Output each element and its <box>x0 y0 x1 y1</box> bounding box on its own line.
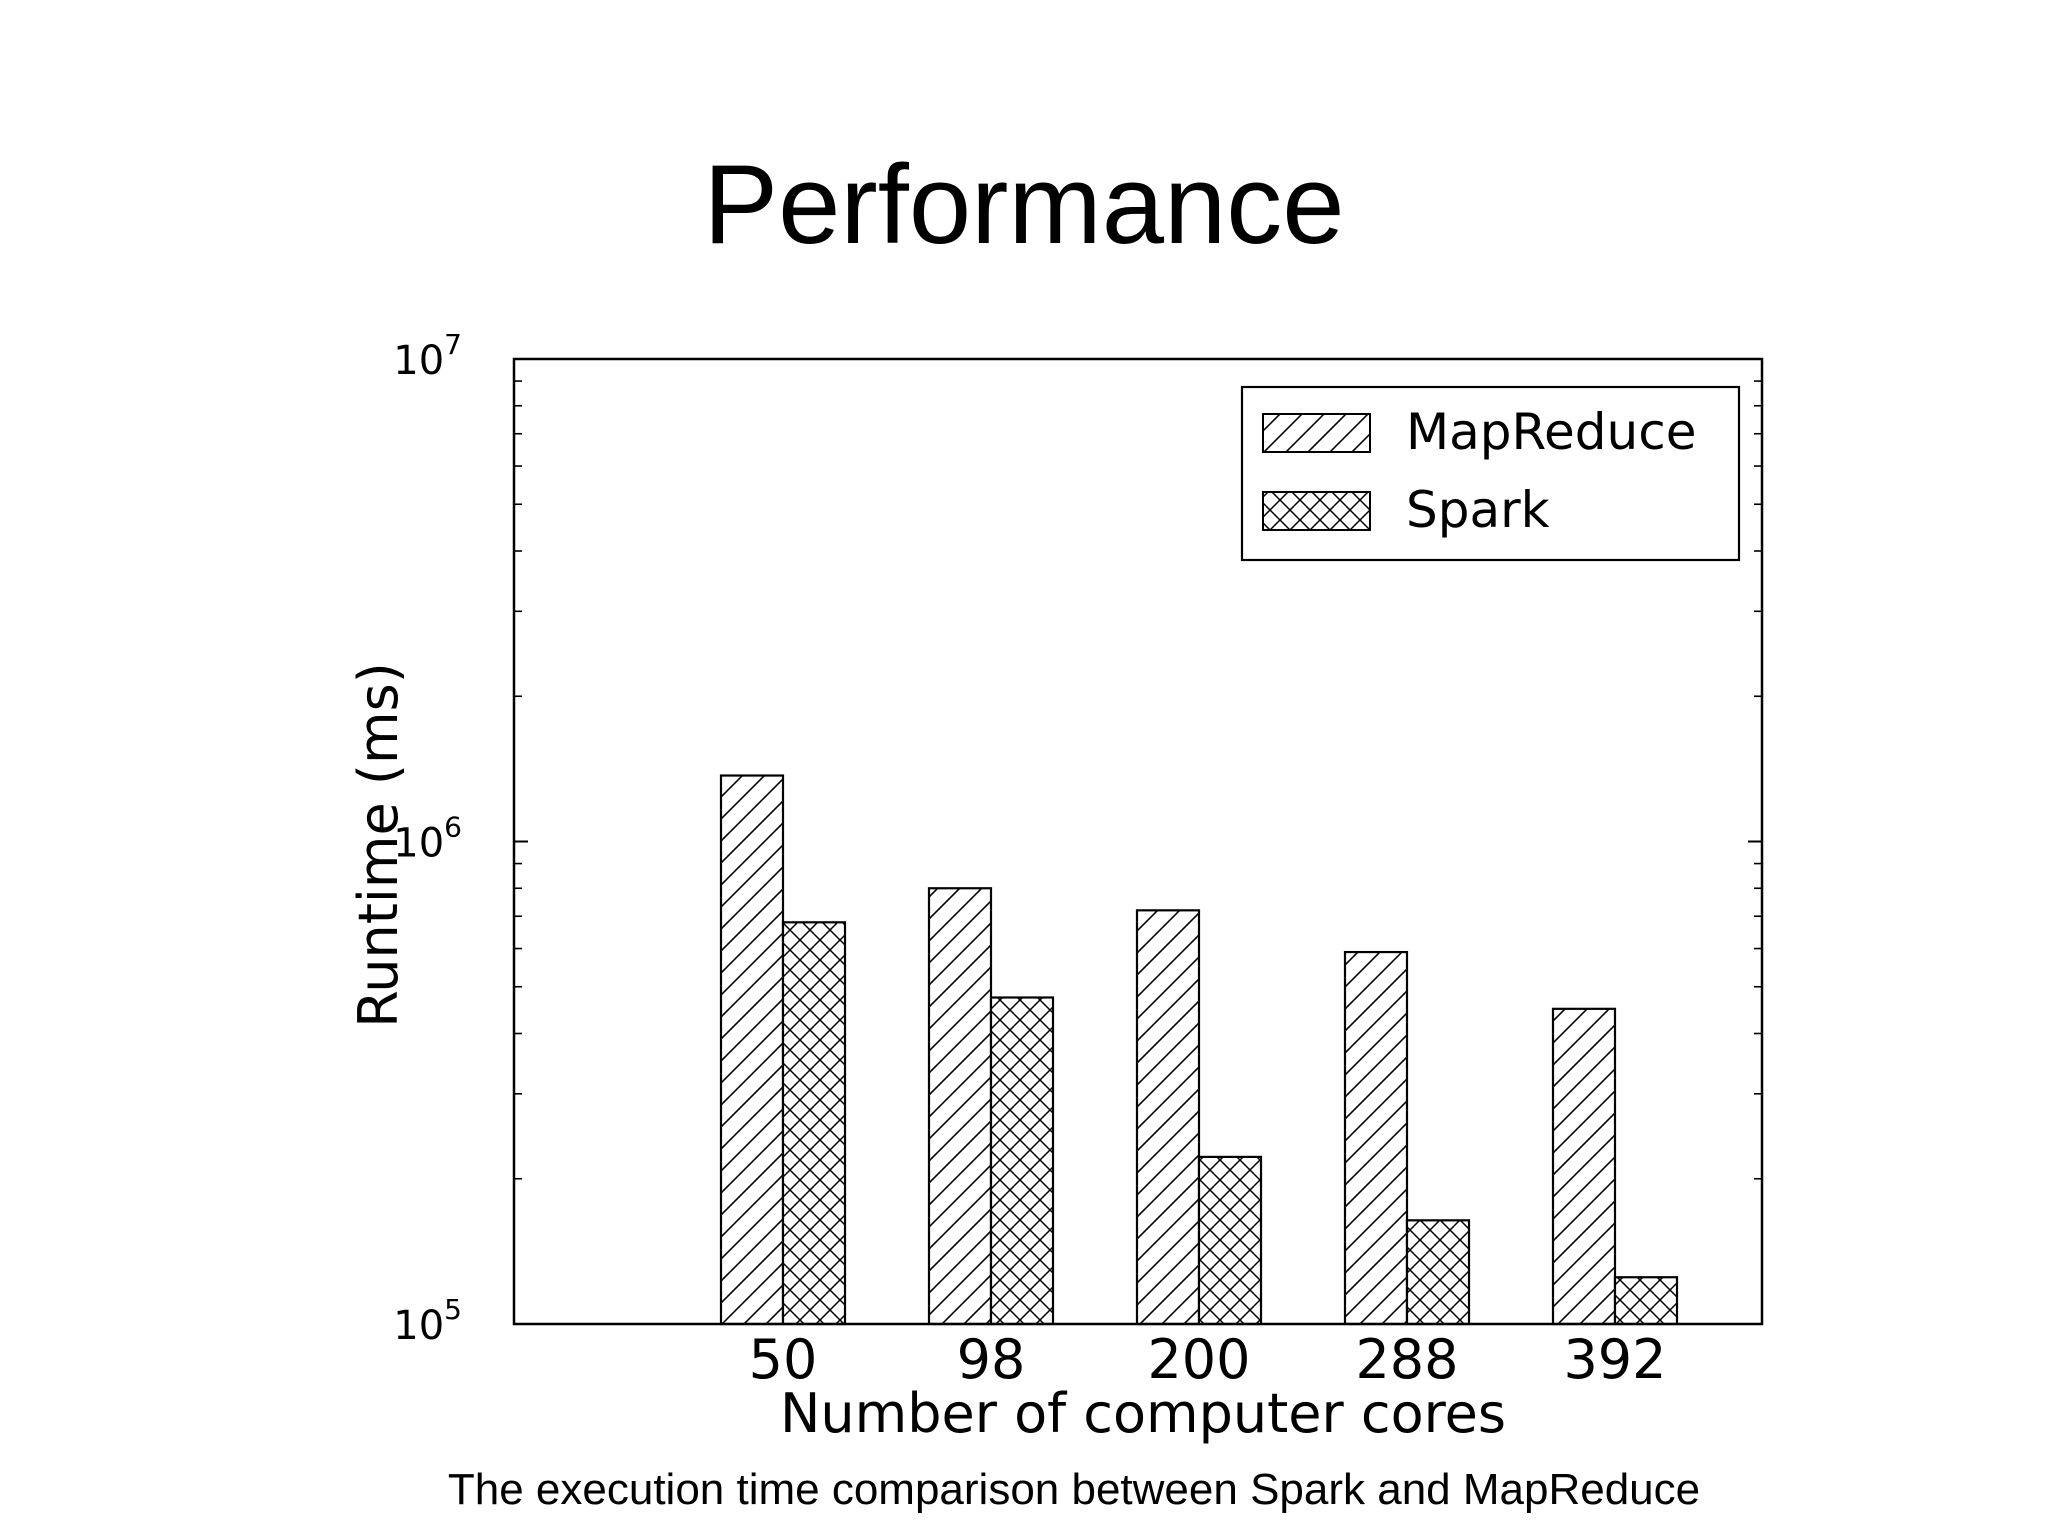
bar-mapreduce-50 <box>719 774 785 1326</box>
bar-mapreduce-98 <box>927 887 993 1326</box>
x-tick-label: 200 <box>1147 1328 1250 1391</box>
bar-spark-200 <box>1197 1155 1263 1326</box>
legend-label: MapReduce <box>1406 403 1696 461</box>
y-tick-base: 10 <box>393 338 444 384</box>
y-tick-label: 107 <box>393 328 462 384</box>
x-tick-label: 50 <box>749 1328 818 1391</box>
x-axis-label: Number of computer cores <box>780 1382 1506 1445</box>
y-tick-base: 10 <box>393 821 444 867</box>
legend-item-mapreduce: MapReduce <box>1262 403 1696 461</box>
y-tick-label: 106 <box>393 811 462 867</box>
y-axis-label: Runtime (ms) <box>347 662 410 1028</box>
bars-layer <box>719 774 1679 1326</box>
y-tick-base: 10 <box>393 1303 444 1349</box>
legend-swatch <box>1262 491 1371 531</box>
bar-spark-288 <box>1405 1219 1471 1326</box>
bar-spark-50 <box>781 921 847 1326</box>
y-tick-exponent: 6 <box>444 811 462 844</box>
y-tick-exponent: 7 <box>444 328 462 361</box>
legend: MapReduce Spark <box>1240 385 1741 562</box>
bar-spark-98 <box>989 996 1055 1326</box>
legend-label: Spark <box>1406 481 1550 539</box>
x-tick-label: 392 <box>1563 1328 1666 1391</box>
y-tick-label: 105 <box>393 1293 462 1349</box>
x-tick-label: 288 <box>1355 1328 1458 1391</box>
y-tick-exponent: 5 <box>444 1293 462 1326</box>
slide-caption: The execution time comparison between Sp… <box>447 1465 1701 1514</box>
bar-mapreduce-392 <box>1551 1007 1617 1326</box>
bar-spark-392 <box>1613 1276 1679 1326</box>
bar-mapreduce-200 <box>1135 909 1201 1326</box>
slide-title: Performance <box>703 142 1345 267</box>
bar-mapreduce-288 <box>1343 950 1409 1326</box>
x-tick-label: 98 <box>957 1328 1026 1391</box>
legend-swatch <box>1262 413 1371 453</box>
legend-item-spark: Spark <box>1262 481 1550 539</box>
